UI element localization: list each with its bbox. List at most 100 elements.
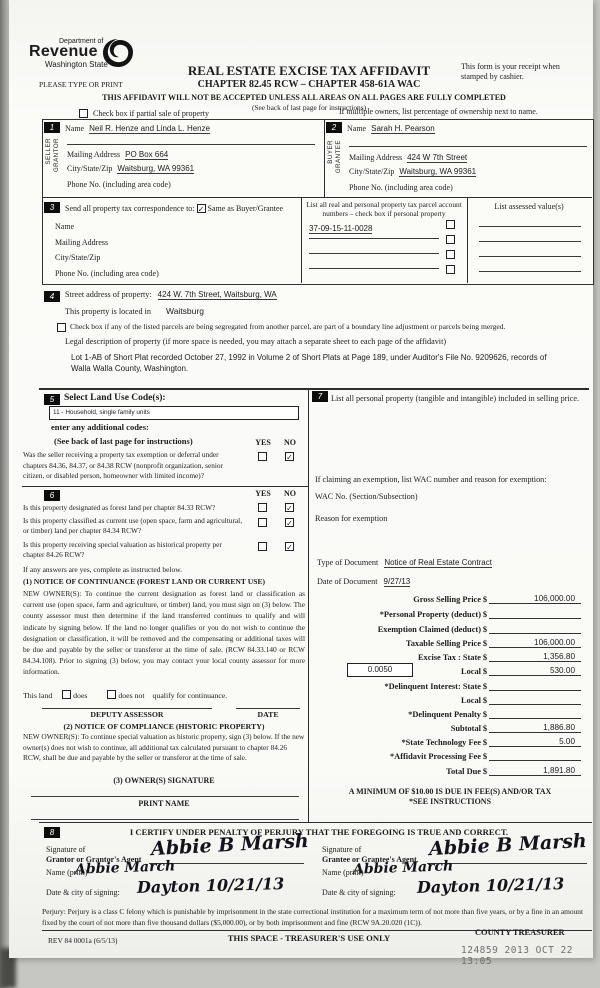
street-address-field[interactable]: 424 W. 7th Street, Waitsburg, WA — [157, 290, 277, 300]
grantee-signature-label: Signature of Grantee or Grantee's Agent — [322, 845, 417, 864]
delinquent-interest-state-field[interactable] — [489, 681, 581, 691]
buyer-name-label: Name — [347, 124, 367, 133]
exemption-claimed-field[interactable] — [489, 624, 581, 634]
s6-q1-yes-checkbox[interactable] — [258, 503, 267, 512]
excise-tax-state-row: Excise Tax : State $1,356.80 — [309, 652, 581, 662]
notice-compliance-body: NEW OWNER(S): To continue special valuat… — [23, 732, 305, 763]
assessed-field-1[interactable] — [479, 218, 581, 227]
affidavit-processing-fee-row: *Affidavit Processing Fee $ — [309, 751, 581, 761]
reason-label: Reason for exemption — [315, 514, 388, 523]
legal-description-field[interactable]: Lot 1-AB of Short Plat recorded October … — [71, 353, 547, 373]
local-rate-box[interactable]: 0.0050 — [347, 663, 413, 677]
same-as-buyer-label: Same as Buyer/Grantee — [207, 204, 284, 213]
seller-phone-label: Phone No. (including area code) — [67, 180, 171, 189]
delinquent-penalty-field[interactable] — [489, 709, 581, 719]
parcel-personal-checkbox-1[interactable] — [446, 220, 455, 229]
seller-csz-field[interactable]: Waitsburg, WA 99361 — [117, 164, 195, 174]
deputy-assessor-label: DEPUTY ASSESSOR — [90, 710, 164, 719]
land-use-code-select[interactable]: 11 - Household, single family units — [49, 406, 299, 420]
s5-no-checkbox[interactable]: ✓ — [285, 452, 294, 462]
taxable-selling-price-field[interactable]: 106,000.00 — [489, 638, 581, 648]
dor-logo: Department of Revenue Washington State — [29, 38, 179, 69]
s6-q3-yes-checkbox[interactable] — [258, 542, 267, 551]
section-2-marker: 2 — [326, 122, 342, 133]
s6-q2-yes-checkbox[interactable] — [258, 518, 267, 527]
affidavit-processing-fee-field[interactable] — [489, 751, 581, 761]
grantor-signature-field[interactable] — [149, 855, 304, 864]
s6-q1-no-checkbox[interactable]: ✓ — [285, 503, 294, 513]
parcel-number-field[interactable]: 37-09-15-11-0028 — [309, 224, 373, 234]
please-type-note: PLEASE TYPE OR PRINT — [39, 80, 123, 89]
print-name-field[interactable] — [31, 811, 299, 820]
type-of-document-field[interactable]: Notice of Real Estate Contract — [384, 558, 492, 568]
date-of-document-field[interactable]: 9/27/13 — [383, 577, 411, 587]
form-title: REAL ESTATE EXCISE TAX AFFIDAVIT — [187, 63, 431, 78]
personal-property-deduct-field[interactable] — [489, 609, 581, 619]
grantee-signature-field[interactable] — [427, 855, 587, 864]
scan-corner-shadow — [0, 948, 16, 988]
parcel-field-3[interactable] — [309, 245, 439, 254]
does-checkbox[interactable] — [62, 690, 72, 699]
s6-q2-no-checkbox[interactable]: ✓ — [285, 518, 294, 528]
grantee-date-city-label: Date & city of signing: — [322, 888, 396, 897]
s6-q3-no-checkbox[interactable]: ✓ — [285, 542, 294, 552]
section-7-marker: 7 — [312, 391, 328, 402]
assessed-field-4[interactable] — [479, 263, 581, 272]
s3-csz-label: City/State/Zip — [55, 253, 101, 262]
segregated-checkbox[interactable] — [57, 323, 66, 332]
s5-question: Was the seller receiving a property tax … — [23, 450, 223, 480]
exemption-intro: If claiming an exemption, list WAC numbe… — [315, 475, 547, 484]
land-use-title: Select Land Use Code(s): — [64, 393, 166, 403]
s5-no-header: NO — [284, 438, 296, 447]
seller-address-field[interactable]: PO Box 664 — [125, 150, 169, 160]
deputy-assessor-signature-field[interactable] — [42, 700, 212, 709]
seller-name-field-2[interactable] — [67, 136, 315, 145]
partial-sale-checkbox[interactable] — [79, 109, 88, 118]
owners-signature-field[interactable] — [31, 788, 299, 797]
seller-name-field[interactable]: Neil R. Henze and Linda L. Henze — [89, 124, 211, 134]
subtotal-field[interactable]: 1,886.80 — [489, 723, 581, 733]
excise-tax-local-field[interactable]: 530.00 — [489, 666, 581, 676]
seller-name-label: Name — [65, 124, 85, 133]
taxable-selling-price-row: Taxable Selling Price $106,000.00 — [309, 638, 581, 648]
s5-see-back-note: (See back of last page for instructions) — [54, 436, 193, 446]
s5-yes-checkbox[interactable] — [258, 452, 267, 461]
does-not-checkbox[interactable] — [107, 690, 117, 699]
parcel-field-4[interactable] — [309, 260, 439, 269]
parcel-personal-checkbox-4[interactable] — [446, 265, 455, 274]
total-due-row: Total Due $1,891.80 — [309, 766, 581, 776]
qualify-row: This land does does not qualify for cont… — [23, 690, 227, 700]
section-6-marker: 6 — [44, 490, 60, 501]
s6-yes-header: YES — [255, 489, 271, 498]
delinquent-interest-local-field[interactable] — [489, 695, 581, 705]
parcel-field-2[interactable] — [309, 230, 439, 239]
assessed-field-3[interactable] — [479, 248, 581, 257]
gross-selling-price-field[interactable]: 106,000.00 — [489, 594, 581, 604]
certify-statement: I CERTIFY UNDER PENALTY OF PERJURY THAT … — [129, 827, 509, 837]
parcel-personal-checkbox-2[interactable] — [446, 235, 455, 244]
logo-revenue-text: Revenue — [29, 43, 98, 60]
deputy-date-field[interactable] — [236, 700, 300, 709]
state-technology-fee-field[interactable]: 5.00 — [489, 737, 581, 747]
gross-selling-price-row: Gross Selling Price $106,000.00 — [309, 594, 581, 604]
seller-side-label-1: SELLER — [45, 138, 52, 165]
buyer-name-field[interactable]: Sarah H. Pearson — [371, 124, 435, 134]
excise-tax-state-field[interactable]: 1,356.80 — [489, 652, 581, 662]
type-of-document-label: Type of Document — [317, 558, 379, 567]
partial-sale-label: Check box if partial sale of property — [93, 109, 209, 118]
receipt-note: This form is your receipt when stamped b… — [461, 62, 560, 81]
buyer-address-field[interactable]: 424 W 7th Street — [407, 153, 468, 163]
parcel-personal-checkbox-3[interactable] — [446, 250, 455, 259]
excise-tax-local-row: Local $530.00 — [309, 666, 581, 676]
located-in-field[interactable]: Waitsburg — [166, 306, 204, 316]
assessed-field-2[interactable] — [479, 233, 581, 242]
street-address-label: Street address of property: — [65, 290, 152, 299]
total-due-field[interactable]: 1,891.80 — [489, 766, 581, 776]
parcel-column-header: List all real and personal property tax … — [306, 200, 462, 218]
delinquent-penalty-row: *Delinquent Penalty $ — [309, 709, 581, 719]
buyer-csz-field[interactable]: Waitsburg, WA 99361 — [399, 167, 477, 177]
same-as-buyer-checkbox[interactable]: ✓ — [196, 204, 206, 214]
notice-continuance-body: NEW OWNER(S): To continue the current de… — [23, 589, 305, 677]
legal-description-label: Legal description of property (if more s… — [65, 337, 447, 346]
buyer-name-field-2[interactable] — [349, 138, 587, 147]
